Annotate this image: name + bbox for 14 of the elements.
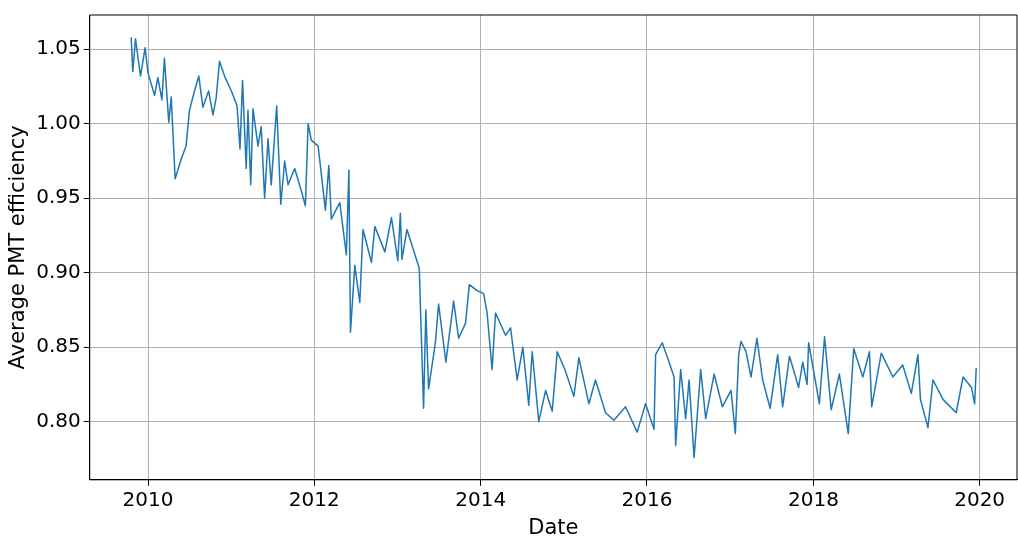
x-tick-label: 2018 (787, 487, 839, 511)
y-tick-label: 0.85 (36, 333, 81, 358)
x-tick-label: 2020 (954, 487, 1006, 511)
x-tick-label: 2014 (455, 487, 507, 511)
y-tick-label: 1.05 (36, 35, 81, 60)
x-tick-label: 2010 (122, 487, 174, 511)
y-axis-title: Average PMT efficiency (5, 125, 30, 370)
y-tick-label: 1.00 (36, 109, 81, 134)
x-tick-label: 2016 (621, 487, 673, 511)
y-tick-label: 0.95 (36, 184, 81, 209)
x-tick-label: 2012 (288, 487, 340, 511)
x-axis-title: Date (528, 514, 579, 539)
y-tick-label: 0.90 (36, 258, 81, 283)
y-tick-label: 0.80 (36, 407, 81, 432)
